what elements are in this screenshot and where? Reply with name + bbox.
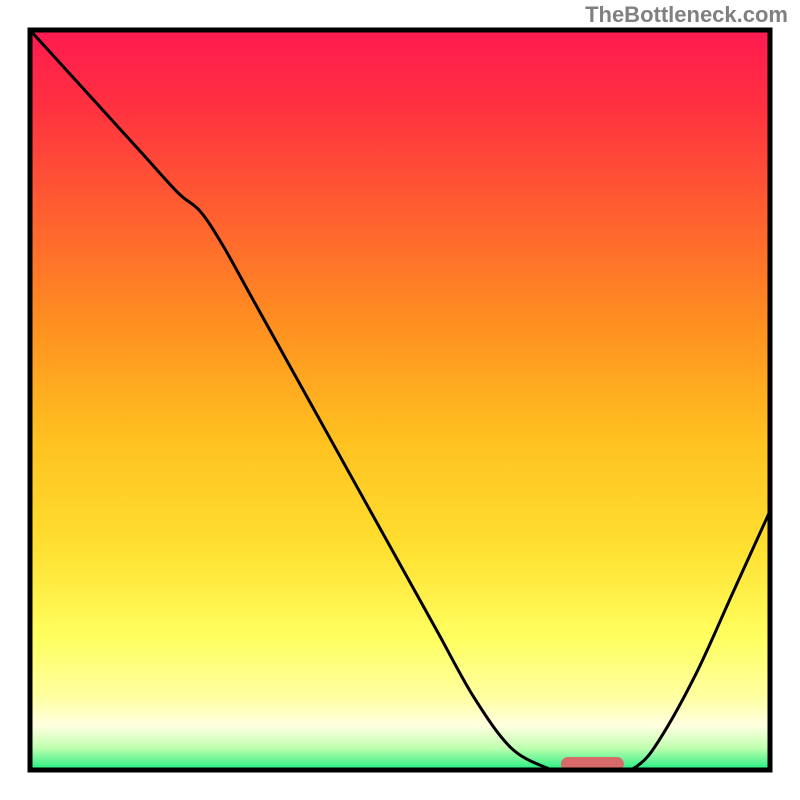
bottleneck-chart [0, 0, 800, 800]
plot-background [30, 30, 770, 770]
chart-container: TheBottleneck.com [0, 0, 800, 800]
watermark-text: TheBottleneck.com [585, 2, 788, 28]
